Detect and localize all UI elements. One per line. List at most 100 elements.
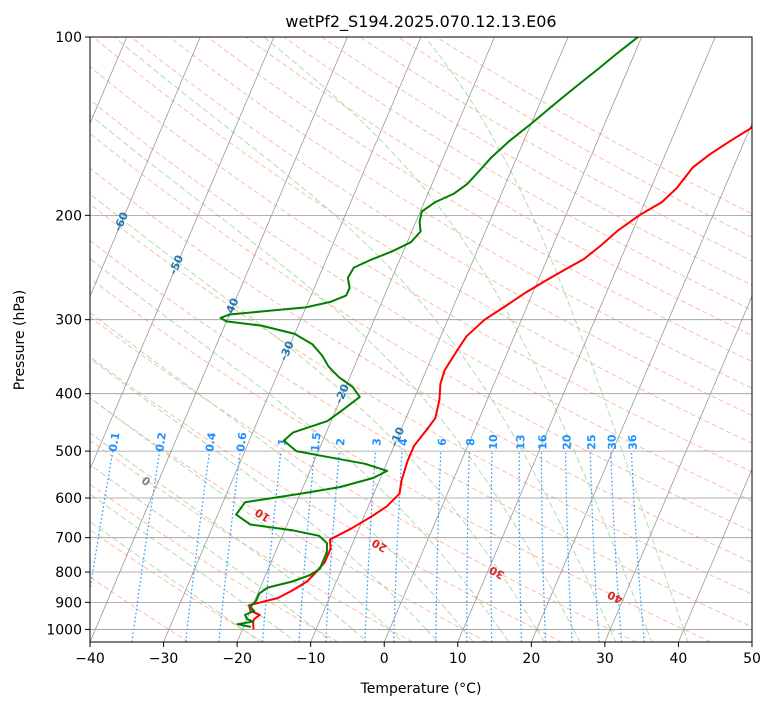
mixing-ratio-label: 1.5 [309, 432, 324, 453]
moist-adiabat [114, 37, 617, 642]
x-tick-label: 10 [449, 651, 467, 667]
mixing-ratio-line [466, 451, 470, 642]
mixing-ratio-label: 36 [626, 434, 640, 450]
mixing-ratio-line [261, 451, 282, 642]
moist-adiabat [263, 37, 653, 642]
dry-adiabat [90, 203, 752, 595]
x-tick-label: 30 [596, 651, 614, 667]
dry-adiabat-label: 10 [252, 505, 272, 524]
y-tick-label: 300 [55, 313, 82, 329]
plot-frame [89, 36, 753, 643]
mixing-ratio-label: 0.4 [203, 431, 219, 452]
mixing-ratio-line [90, 450, 114, 594]
chart-title: wetPf2_S194.2025.070.12.13.E06 [285, 12, 556, 32]
dry-adiabat [359, 37, 752, 262]
profile-series [219, 37, 752, 630]
plot-area: -100-90-80-70-60-50-40-30-20-100.10.20.4… [56, 37, 752, 642]
isotherm-line [530, 122, 752, 642]
temperature-profile-line [248, 125, 752, 630]
y-tick-label: 700 [55, 531, 82, 547]
dry-adiabat-label: 0 [139, 473, 153, 488]
moist-adiabat [90, 520, 261, 642]
x-tick-label: 50 [743, 651, 761, 667]
mixing-ratio-label: 30 [605, 434, 619, 450]
mixing-ratio-label: 20 [560, 434, 573, 450]
dry-adiabat [169, 37, 752, 389]
dry-adiabat [90, 576, 189, 642]
moist-adiabat [90, 397, 403, 642]
moist-adiabat [90, 311, 474, 642]
x-tick-label: −10 [296, 651, 326, 667]
pressure-gridlines [90, 37, 752, 630]
mixing-ratio-label: 0.6 [234, 431, 249, 452]
dry-adiabat [90, 277, 711, 642]
mixing-ratio-line [490, 451, 493, 642]
y-tick-label: 900 [55, 595, 82, 611]
isotherms [90, 37, 752, 642]
mixing-ratio-label: 0.2 [153, 431, 169, 452]
mixing-ratio-line [435, 451, 442, 642]
isotherm-line [90, 37, 275, 471]
dry-adiabat [245, 37, 752, 337]
mixing-ratio-line [298, 451, 316, 642]
y-tick-label: 400 [55, 387, 82, 403]
mixing-ratio-label: 16 [536, 434, 549, 450]
mixing-ratio-line [589, 451, 600, 642]
mixing-ratio-line [218, 451, 241, 642]
y-tick-label: 200 [55, 208, 82, 224]
dry-adiabat-label: 30 [487, 563, 507, 582]
dry-adiabat [90, 132, 752, 532]
dry-adiabat [90, 483, 339, 642]
mixing-ratio-label: 0.1 [106, 431, 122, 452]
isotherm-label: -30 [277, 339, 297, 363]
mixing-ratio-line [630, 451, 645, 642]
mixing-ratio-label: 13 [514, 434, 527, 449]
dry-adiabat [207, 37, 752, 363]
moist-adiabat [90, 493, 297, 642]
moist-adiabat [90, 114, 581, 642]
dry-adiabats [90, 37, 752, 642]
dry-adiabat [90, 397, 488, 642]
mixing-ratio-label: 25 [585, 434, 598, 450]
x-tick-label: −30 [149, 651, 179, 667]
dry-adiabat [90, 65, 752, 473]
x-tick-label: 0 [380, 651, 389, 667]
y-tick-label: 1000 [46, 622, 82, 638]
isotherm-line [163, 37, 422, 642]
dry-adiabat [90, 439, 413, 642]
y-tick-label: 800 [55, 565, 82, 581]
dry-adiabat [90, 99, 752, 502]
x-tick-label: 40 [670, 651, 688, 667]
moist-adiabat [90, 432, 368, 642]
dry-adiabat [90, 316, 637, 642]
isotherm-line [90, 37, 201, 298]
y-tick-label: 500 [55, 444, 82, 460]
dry-adiabat [90, 239, 752, 628]
mixing-ratio-label: 3 [370, 438, 384, 447]
isotherm-line [236, 37, 495, 642]
isotherm-label: -70 [56, 167, 76, 191]
mixing-ratio-label: 4 [397, 438, 410, 447]
mixing-ratio-label: 10 [487, 434, 500, 450]
moist-adiabat [90, 193, 545, 642]
x-tick-label: 20 [522, 651, 540, 667]
y-tick-label: 100 [55, 30, 82, 46]
y-tick-label: 600 [55, 491, 82, 507]
x-axis: −40 −30 −20 −10 0 10 20 30 40 50 [75, 642, 761, 667]
isotherm-line [90, 37, 348, 642]
y-axis-title: Pressure (hPa) [12, 290, 28, 390]
dry-adiabat [90, 529, 264, 642]
dry-adiabat [90, 356, 562, 642]
moist-adiabat [90, 357, 439, 642]
dry-adiabat-label: 20 [369, 536, 389, 555]
mixing-ratio-line [185, 451, 211, 642]
mixing-ratio-label: 6 [436, 438, 449, 447]
dry-adiabat [436, 37, 752, 215]
mixing-ratio-label: 8 [464, 438, 477, 446]
dry-adiabat [92, 37, 752, 444]
isotherm-line [310, 37, 569, 642]
mixing-ratio-label: 1 [276, 438, 290, 447]
isotherm-line [457, 37, 716, 642]
isotherm-line [678, 468, 752, 642]
